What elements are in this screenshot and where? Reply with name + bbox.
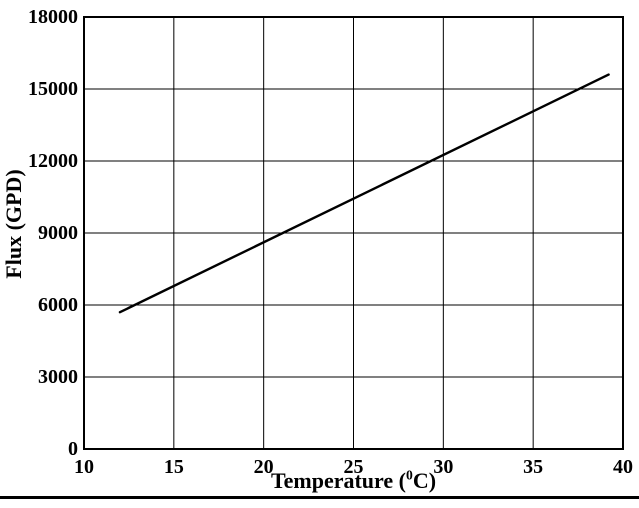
x-tick-label-40: 40 [613,456,633,478]
x-tick-label-25: 25 [343,456,364,478]
y-tick-label-18000: 18000 [28,6,78,28]
x-tick-label-10: 10 [74,456,94,478]
x-axis-title-suffix: C) [412,468,437,493]
x-tick-label-15: 15 [163,456,184,478]
y-tick-label-3000: 3000 [38,366,78,388]
y-tick-label-9000: 9000 [38,222,78,244]
x-axis-title: Temperature (0C) [84,468,623,494]
x-tick-label-30: 30 [433,456,454,478]
data-line-flux-vs-temperature [118,73,610,314]
bottom-border-rule [0,496,639,499]
y-tick-label-6000: 6000 [38,294,78,316]
y-tick-label-15000: 15000 [28,78,78,100]
x-tick-label-35: 35 [523,456,544,478]
x-axis-title-prefix: Temperature ( [270,468,406,493]
x-axis-title-superscript: 0 [406,467,413,483]
plot-border [83,16,624,450]
y-tick-label-0: 0 [68,438,78,460]
y-tick-label-12000: 12000 [28,150,78,172]
x-tick-label-20: 20 [253,456,274,478]
